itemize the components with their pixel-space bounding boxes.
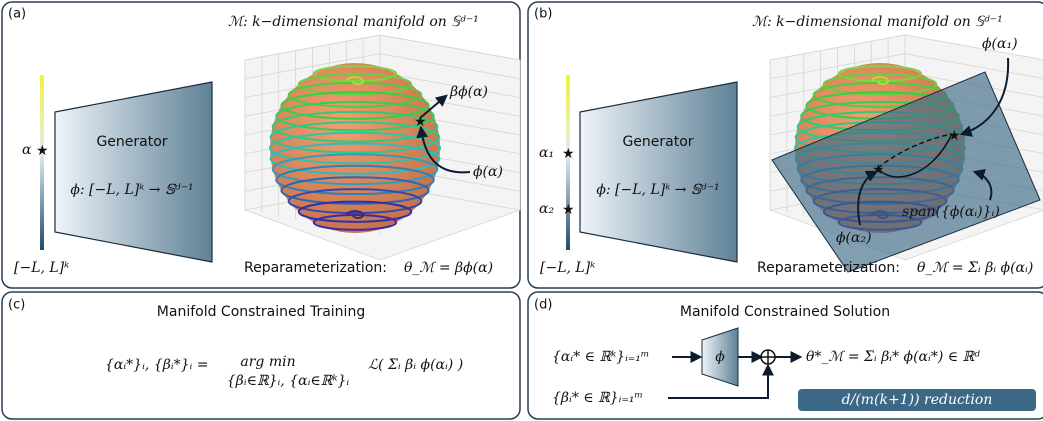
objective: ℒ( Σᵢ βᵢ ϕ(αᵢ) ): [368, 357, 463, 373]
star: ★: [414, 114, 427, 130]
panel-b-content: (b) α₁ ★ α₂ ★ [−L, L]ᵏ Generator ϕ: [−L,…: [534, 7, 1043, 277]
alpha2-label: α₂: [539, 201, 554, 217]
panel-label: (a): [8, 7, 26, 22]
argmin: arg min: [240, 354, 295, 370]
sphere: [270, 63, 440, 233]
phi-label: ϕ(α): [473, 164, 503, 180]
reparam: Reparameterization:: [757, 260, 900, 276]
phi1-label: ϕ(α₁): [982, 36, 1018, 52]
generator-label: Generator: [96, 134, 167, 150]
alpha1-label: α₁: [539, 145, 554, 161]
generator: [55, 82, 212, 262]
panel-title: Manifold Constrained Solution: [680, 304, 890, 320]
alpha-label: α: [22, 142, 32, 158]
range-label: [−L, L]ᵏ: [540, 260, 595, 276]
mapping: ϕ: [−L, L]ᵏ → 𝕊ᵈ⁻¹: [70, 182, 193, 198]
argmin-constraint: {βᵢ∈ℝ}ᵢ, {αᵢ∈ℝᵏ}ᵢ: [227, 373, 350, 389]
phi-label: ϕ: [715, 349, 725, 365]
reduction: d/(m(k+1)) reduction: [842, 392, 993, 408]
panel-d-content: (d) Manifold Constrained Solution {αᵢ* ∈…: [534, 298, 1036, 412]
beta-phi-label: βϕ(α): [449, 84, 488, 100]
colorbar: [566, 75, 570, 250]
formula-lhs: {αᵢ*}ᵢ, {βᵢ*}ᵢ =: [105, 357, 209, 373]
theta: θ_ℳ = Σᵢ βᵢ ϕ(αᵢ): [917, 260, 1033, 276]
manifold-title: ℳ: k−dimensional manifold on 𝕊ᵈ⁻¹: [228, 14, 479, 30]
star: ★: [562, 202, 575, 218]
range-label: [−L, L]ᵏ: [14, 260, 69, 276]
panel-c-content: (c) Manifold Constrained Training {αᵢ*}ᵢ…: [8, 298, 463, 390]
generator-label: Generator: [622, 134, 693, 150]
panel-label: (c): [8, 298, 25, 313]
phi2-label: ϕ(α₂): [836, 230, 872, 246]
colorbar: [40, 75, 44, 250]
panel-label: (d): [534, 298, 552, 313]
figure: (a) α ★ [−L, L]ᵏ Generator ϕ: [−L, L]ᵏ →…: [0, 0, 1043, 421]
star: ★: [948, 128, 961, 144]
generator: [580, 82, 737, 262]
panel-label: (b): [534, 7, 552, 22]
span-label: span({ϕ(αᵢ)}ᵢ): [902, 204, 1000, 220]
star: ★: [562, 146, 575, 162]
mapping: ϕ: [−L, L]ᵏ → 𝕊ᵈ⁻¹: [596, 182, 719, 198]
manifold-title: ℳ: k−dimensional manifold on 𝕊ᵈ⁻¹: [752, 14, 1003, 30]
reparam: Reparameterization:: [244, 260, 387, 276]
panel-title: Manifold Constrained Training: [157, 304, 365, 320]
solution: θ*_ℳ = Σᵢ βᵢ* ϕ(αᵢ*) ∈ ℝᵈ: [806, 349, 980, 365]
star: ★: [36, 143, 49, 159]
panel-a-content: (a) α ★ [−L, L]ᵏ Generator ϕ: [−L, L]ᵏ →…: [8, 7, 520, 277]
star: ★: [872, 162, 885, 178]
theta: θ_ℳ = βϕ(α): [404, 260, 493, 276]
beta-input: {βᵢ* ∈ ℝ}ᵢ₌₁ᵐ: [552, 390, 643, 406]
alpha-input: {αᵢ* ∈ ℝᵏ}ᵢ₌₁ᵐ: [552, 349, 650, 365]
